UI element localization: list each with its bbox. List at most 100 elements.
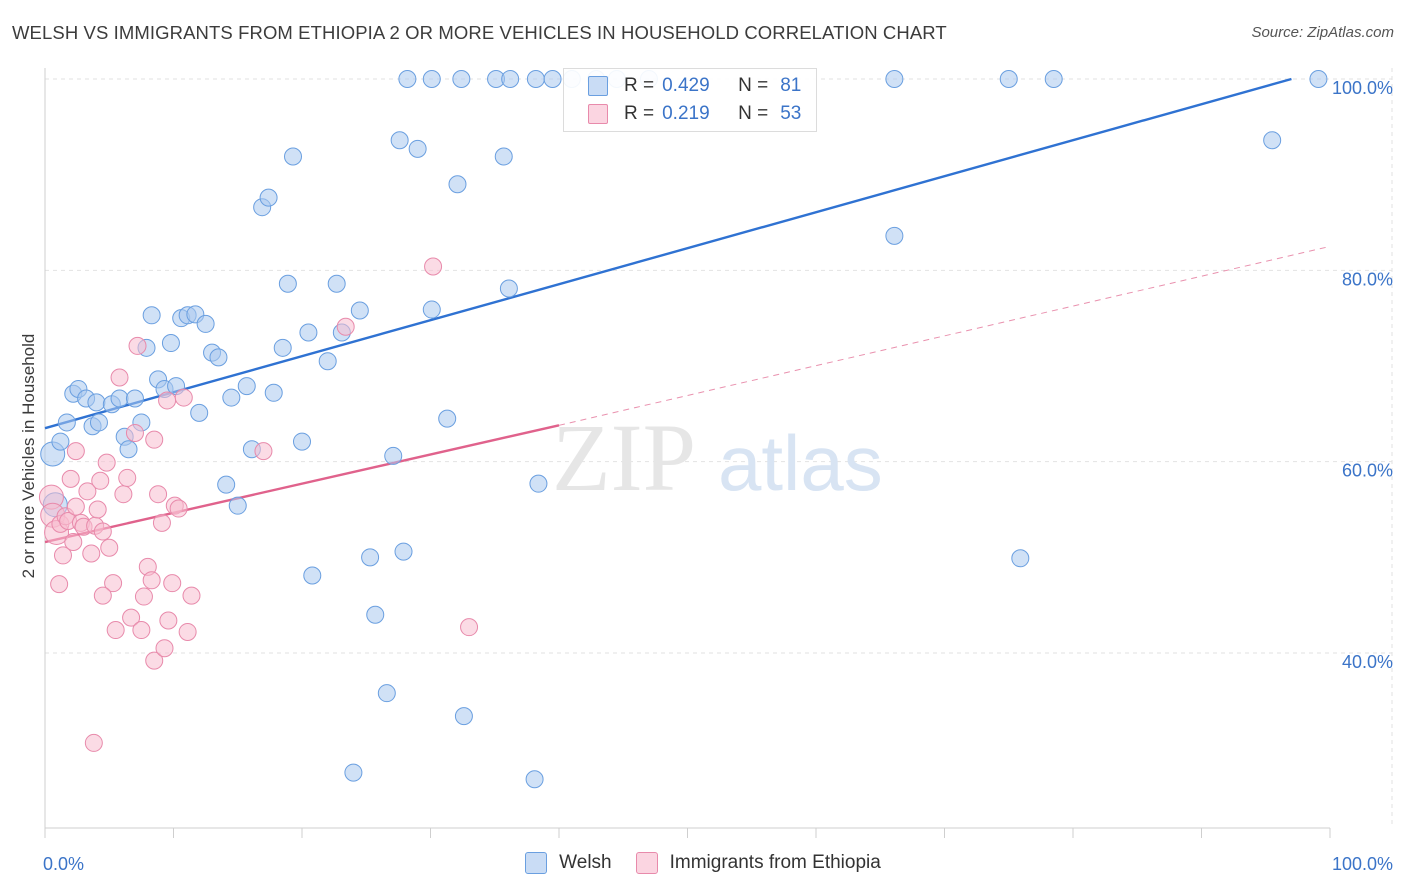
welsh-point xyxy=(366,605,385,624)
welsh-point xyxy=(284,147,303,166)
ethiopia-trend-line xyxy=(44,424,560,544)
legend-r-label: R = xyxy=(624,75,655,96)
ethiopia-point xyxy=(254,442,273,461)
welsh-point xyxy=(408,139,427,158)
welsh-point xyxy=(390,131,409,150)
welsh-point xyxy=(525,770,544,789)
welsh-point xyxy=(398,70,417,88)
ethiopia-point xyxy=(91,471,110,490)
ethiopia-point xyxy=(118,468,137,487)
welsh-point xyxy=(161,334,180,353)
welsh-point xyxy=(190,403,209,422)
ethiopia-point xyxy=(82,544,101,563)
ethiopia-point xyxy=(88,500,107,519)
x-ticks xyxy=(44,828,1331,838)
welsh-point xyxy=(361,548,380,567)
welsh-point xyxy=(273,338,292,357)
x-tick-label-end: 100.0% xyxy=(1332,854,1393,874)
ethiopia-swatch xyxy=(635,852,658,874)
welsh-point xyxy=(1263,131,1282,150)
ethiopia-point xyxy=(142,571,161,590)
y-tick-label: 100.0% xyxy=(1332,78,1393,98)
welsh-point xyxy=(526,70,545,88)
welsh-point xyxy=(501,70,520,88)
welsh-point xyxy=(499,279,518,298)
ethiopia-point xyxy=(163,574,182,593)
welsh-point xyxy=(344,763,363,782)
ethiopia-point xyxy=(178,622,197,641)
welsh-point xyxy=(303,566,322,585)
welsh-point xyxy=(494,147,513,166)
legend-n-label: N = xyxy=(738,103,769,124)
ethiopia-point xyxy=(106,621,125,640)
ethiopia-point xyxy=(97,453,116,472)
welsh-point xyxy=(119,440,138,459)
y-tick-label: 40.0% xyxy=(1342,652,1393,672)
welsh-point xyxy=(259,188,278,207)
y-tick-label: 60.0% xyxy=(1342,461,1393,481)
ethiopia-point xyxy=(50,575,69,594)
series-legend-ethiopia[interactable]: Immigrants from Ethiopia xyxy=(635,852,881,874)
series-legend-welsh[interactable]: Welsh xyxy=(525,852,612,874)
welsh-point xyxy=(1011,549,1030,568)
welsh-point xyxy=(57,413,76,432)
ethiopia-point xyxy=(104,574,123,593)
legend-n-label: N = xyxy=(738,75,769,96)
welsh-point xyxy=(999,70,1018,88)
ethiopia-point xyxy=(174,388,193,407)
welsh-point xyxy=(51,432,70,451)
welsh-point xyxy=(89,413,108,432)
watermark-zip: ZIP xyxy=(552,404,696,511)
welsh-point xyxy=(293,432,311,451)
welsh-point xyxy=(327,274,346,293)
ethiopia-point xyxy=(149,485,168,504)
ethiopia-point xyxy=(145,651,164,670)
x-tick-labels: 0.0% 100.0% xyxy=(43,854,1393,874)
welsh-point xyxy=(377,684,396,703)
legend-r-value: 0.219 xyxy=(662,103,710,124)
welsh-swatch xyxy=(525,852,548,874)
legend-swatch-welsh xyxy=(588,76,608,96)
ethiopia-point xyxy=(100,538,119,557)
ethiopia-point xyxy=(114,485,133,504)
ethiopia-point xyxy=(336,317,355,336)
trend-lines xyxy=(44,77,1331,544)
welsh-point xyxy=(87,393,106,412)
ethiopia-point xyxy=(158,391,177,410)
welsh-point xyxy=(454,707,473,726)
ethiopia-point xyxy=(128,336,147,355)
legend-r-label: R = xyxy=(624,103,655,124)
y-axis-title: 2 or more Vehicles in Household xyxy=(19,334,38,579)
ethiopia-point xyxy=(169,499,188,518)
welsh-point xyxy=(885,226,904,245)
ethiopia-point xyxy=(132,621,151,640)
legend-n-value: 81 xyxy=(780,75,802,96)
welsh-point xyxy=(438,409,457,428)
ethiopia-point xyxy=(84,733,103,752)
ethiopia-point xyxy=(134,587,153,606)
welsh-point xyxy=(384,446,403,465)
ethiopia-point xyxy=(152,513,171,532)
welsh-point xyxy=(196,314,215,333)
legend-swatch-ethiopia xyxy=(588,104,608,124)
ethiopia-point xyxy=(93,586,112,605)
source-credit: Source: ZipAtlas.com xyxy=(1251,24,1394,41)
ethiopia-point xyxy=(64,533,83,552)
welsh-label: Welsh xyxy=(559,852,612,873)
welsh-point xyxy=(1044,70,1063,88)
welsh-point xyxy=(237,377,256,396)
welsh-point xyxy=(422,70,441,88)
ethiopia-point xyxy=(460,618,479,637)
welsh-point xyxy=(318,352,337,371)
welsh-point xyxy=(222,388,241,407)
watermark-atlas: atlas xyxy=(718,419,883,507)
ethiopia-point xyxy=(66,442,85,461)
welsh-point xyxy=(125,389,144,408)
welsh-point xyxy=(452,70,471,88)
ethiopia-point xyxy=(78,482,97,501)
ethiopia-label: Immigrants from Ethiopia xyxy=(669,852,881,873)
chart-title: WELSH VS IMMIGRANTS FROM ETHIOPIA 2 OR M… xyxy=(12,22,947,43)
welsh-point xyxy=(448,175,467,194)
welsh-point xyxy=(142,306,161,325)
stats-legend: R = 0.429 N = 81 R = 0.219 N = 53 xyxy=(563,68,817,132)
